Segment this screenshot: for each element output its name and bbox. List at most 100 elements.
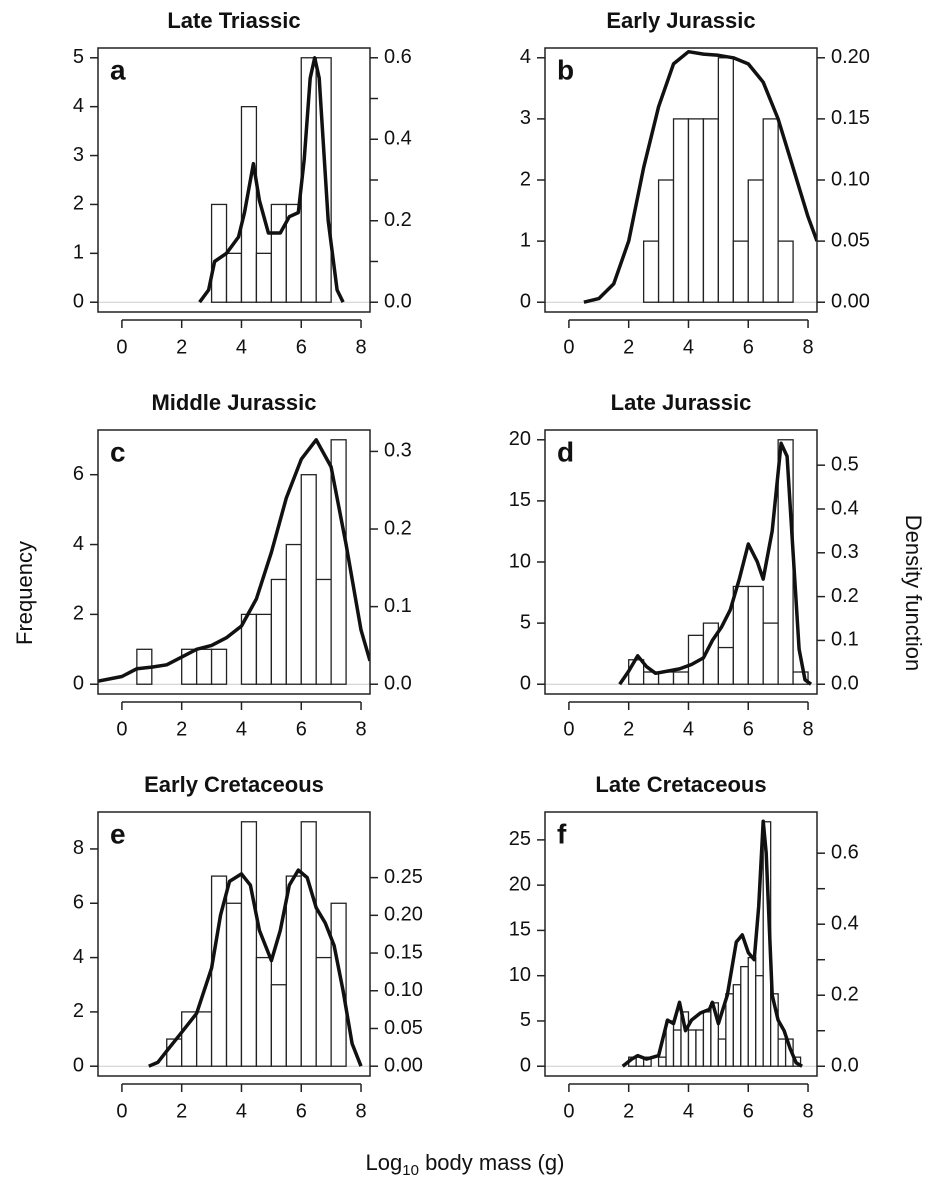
bar xyxy=(702,118,720,303)
bar xyxy=(240,106,258,303)
y-tick-label: 25 xyxy=(509,828,531,850)
plot-frame xyxy=(97,429,371,695)
y2-tick-label: 0.5 xyxy=(831,453,859,475)
x-tick-label: 8 xyxy=(802,336,813,358)
y-tick-label: 20 xyxy=(509,873,531,895)
bar xyxy=(240,821,258,1067)
x-tick-label: 4 xyxy=(236,1100,247,1122)
bar xyxy=(672,1029,682,1067)
bar xyxy=(695,1029,705,1067)
y-tick-label: 3 xyxy=(520,107,531,129)
bar xyxy=(285,543,302,685)
bar xyxy=(330,902,347,1067)
panel: Late Jurassicd051015200.00.10.20.30.40.5… xyxy=(509,390,859,740)
y2-tick-label: 0.20 xyxy=(384,904,423,926)
bar xyxy=(255,613,273,685)
density-line xyxy=(148,868,363,1068)
panel-title: Late Jurassic xyxy=(611,390,752,415)
bar xyxy=(702,1011,712,1067)
y-tick-label: 3 xyxy=(73,144,84,166)
density-line xyxy=(198,56,345,304)
x-tick-label: 0 xyxy=(116,718,127,740)
y-tick-label: 10 xyxy=(509,964,531,986)
density-line xyxy=(621,819,803,1068)
panel-title: Early Cretaceous xyxy=(144,772,324,797)
x-label-part: Log xyxy=(366,1150,403,1175)
panel-label: c xyxy=(110,436,126,467)
panel: Middle Jurassic c 0 2 4 6 0.0 0.1 0.2 0.3 0 2 4 6 8 xyxy=(73,390,412,740)
y-tick-label: 5 xyxy=(520,1009,531,1031)
x-tick-label: 6 xyxy=(743,336,754,358)
bar xyxy=(270,578,287,685)
x-label-part: body mass (g) xyxy=(419,1150,565,1175)
y-tick-label: 1 xyxy=(73,242,84,264)
y2-tick-label: 0.0 xyxy=(831,1055,859,1077)
x-tick-label: 6 xyxy=(743,718,754,740)
x-tick-label: 6 xyxy=(296,1100,307,1122)
bar xyxy=(657,179,675,303)
y2-tick-label: 0.20 xyxy=(831,46,870,68)
y2-tick-label: 0.25 xyxy=(384,866,423,888)
bar xyxy=(762,118,779,303)
x-tick-label: 8 xyxy=(802,718,813,740)
bar xyxy=(300,474,317,685)
y-tick-label: 15 xyxy=(509,489,531,511)
bar xyxy=(255,252,273,303)
y2-tick-label: 0.15 xyxy=(831,107,870,129)
y-tick-label: 0 xyxy=(73,1055,84,1077)
y2-tick-label: 0.0 xyxy=(831,673,859,695)
bar xyxy=(747,179,764,303)
bar xyxy=(725,993,734,1067)
bar xyxy=(687,118,705,303)
x-tick-label: 6 xyxy=(296,718,307,740)
y2-tick-label: 0.2 xyxy=(831,585,859,607)
panel-title: Early Jurassic xyxy=(606,8,755,33)
x-tick-label: 4 xyxy=(683,718,694,740)
bar xyxy=(747,956,757,1067)
x-tick-label: 2 xyxy=(623,1100,634,1122)
x-tick-label: 4 xyxy=(683,1100,694,1122)
bar xyxy=(657,1056,667,1067)
x-tick-label: 8 xyxy=(802,1100,813,1122)
bar xyxy=(770,993,779,1067)
x-tick-label: 0 xyxy=(116,336,127,358)
bar xyxy=(717,57,734,303)
y2-tick-label: 0.0 xyxy=(384,673,412,695)
panel-label: a xyxy=(110,54,126,85)
bar xyxy=(710,1002,720,1067)
y-tick-label: 4 xyxy=(520,46,531,68)
bar xyxy=(315,57,332,303)
bar xyxy=(628,659,645,685)
bar xyxy=(225,902,243,1067)
density-line xyxy=(583,49,817,304)
y2-tick-label: 0.00 xyxy=(384,1054,423,1076)
y-tick-label: 2 xyxy=(73,193,84,215)
y2-tick-label: 0.0 xyxy=(384,291,412,313)
y2-tick-label: 0.4 xyxy=(831,912,859,934)
panel-label: d xyxy=(557,436,574,467)
bar xyxy=(210,648,228,685)
y2-tick-label: 0.10 xyxy=(831,168,870,190)
bar xyxy=(732,585,749,685)
bar xyxy=(330,439,347,685)
bar xyxy=(270,984,287,1067)
plot-frame xyxy=(97,811,371,1077)
y-axis-label: Frequency xyxy=(12,541,37,645)
y-tick-label: 2 xyxy=(73,603,84,625)
y-tick-label: 6 xyxy=(73,463,84,485)
y-tick-label: 8 xyxy=(73,837,84,859)
plot-frame xyxy=(544,811,818,1077)
y2-tick-label: 0.4 xyxy=(831,497,859,519)
y-tick-label: 15 xyxy=(509,919,531,941)
density-line xyxy=(618,441,813,686)
bar xyxy=(717,646,734,685)
bar xyxy=(225,252,243,303)
y2-tick-label: 0.2 xyxy=(831,984,859,1006)
y2-tick-label: 0.6 xyxy=(831,841,859,863)
bar xyxy=(747,585,764,685)
panel: Late Triassic a 0 1 2 3 4 5 0.0 0.2 0.4 0.6 0 2 4 6 8 xyxy=(73,8,412,358)
y-tick-label: 0 xyxy=(520,1055,531,1077)
x-tick-label: 2 xyxy=(623,718,634,740)
y2-tick-label: 0.4 xyxy=(384,128,412,150)
panel: Early Jurassic b 0 1 2 3 4 0.00 0.05 0.10 0.15 0.20… xyxy=(520,8,870,358)
